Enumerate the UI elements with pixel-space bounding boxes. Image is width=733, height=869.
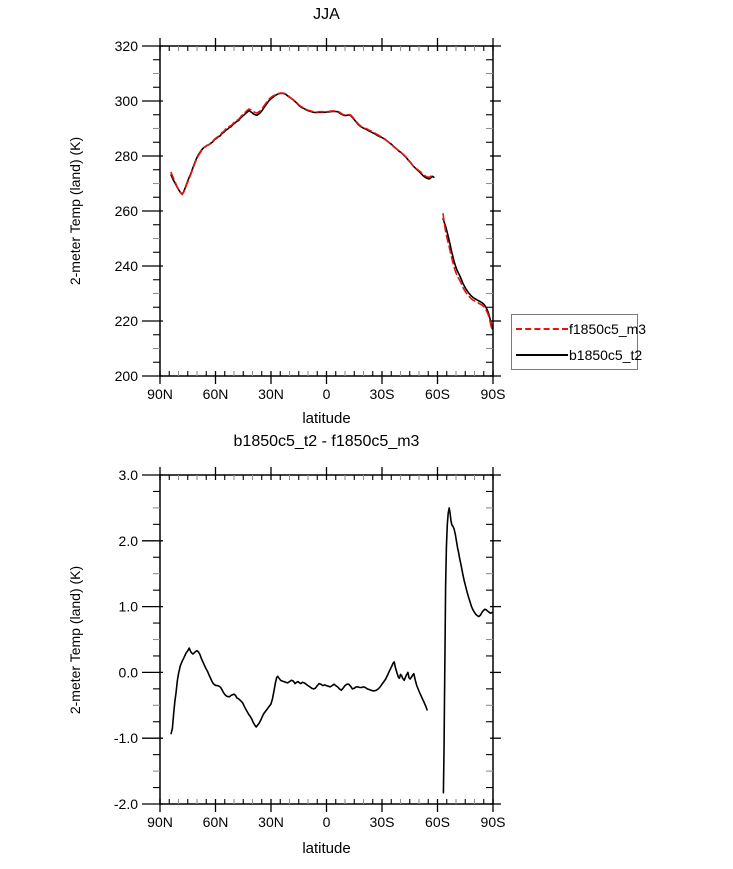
x-tick-label: 60N xyxy=(203,814,229,830)
x-tick-label: 30S xyxy=(370,814,395,830)
x-tick-label: 0 xyxy=(323,386,331,402)
y-tick-label: 220 xyxy=(115,313,139,329)
x-tick-label: 30N xyxy=(258,814,284,830)
diff-chart-ylabel: 2-meter Temp (land) (K) xyxy=(67,565,83,715)
x-tick-label: 30N xyxy=(258,386,284,402)
x-axis: 90N 60N 30N 0 30S 60S 90S xyxy=(147,38,505,402)
legend-label: f1850c5_m3 xyxy=(569,321,647,337)
y-tick-label: 200 xyxy=(115,368,139,384)
x-tick-label: 90S xyxy=(481,386,506,402)
x-tick-label: 60S xyxy=(425,386,450,402)
diff-chart-title: b1850c5_t2 - f1850c5_m3 xyxy=(233,433,420,450)
diff-chart: 90N 60N 30N 0 30S 60S 90S -2.0 -1.0 0.0 1.0 2.0 3.0 xyxy=(114,467,505,830)
legend-entry-f1850c5_m3: f1850c5_m3 xyxy=(512,317,646,341)
x-tick-label: 60S xyxy=(425,814,450,830)
y-axis: 200 220 240 260 280 300 320 xyxy=(115,38,501,384)
top-chart: 90N 60N 30N 0 30S 60S 90S 200 220 240 260 280 300 320 xyxy=(115,38,505,402)
x-tick-label: 90S xyxy=(481,814,506,830)
y-tick-label: 320 xyxy=(115,38,139,54)
black-solid-line-swatch xyxy=(516,354,568,356)
y-tick-label: 280 xyxy=(115,148,139,164)
plot-frame xyxy=(159,45,494,377)
top-chart-ylabel: 2-meter Temp (land) (K) xyxy=(67,136,83,286)
series-f1850c5-m3 xyxy=(170,92,494,333)
x-tick-label: 60N xyxy=(203,386,229,402)
series-b1850c5-t2 xyxy=(170,92,494,330)
y-tick-label: 300 xyxy=(115,93,139,109)
plot-frame xyxy=(159,474,494,805)
y-axis: -2.0 -1.0 0.0 1.0 2.0 3.0 xyxy=(114,467,501,812)
legend-entry-b1850c5_t2: b1850c5_t2 xyxy=(512,343,642,367)
x-axis: 90N 60N 30N 0 30S 60S 90S xyxy=(147,467,505,830)
x-tick-label: 30S xyxy=(370,386,395,402)
y-tick-label: 2.0 xyxy=(119,533,139,549)
x-tick-label: 90N xyxy=(147,386,173,402)
legend-label: b1850c5_t2 xyxy=(569,347,643,363)
y-tick-label: 240 xyxy=(115,258,139,274)
diff-chart-xlabel: latitude xyxy=(302,840,351,857)
x-tick-label: 0 xyxy=(323,814,331,830)
legend: f1850c5_m3 b1850c5_t2 xyxy=(511,314,646,370)
y-tick-label: -1.0 xyxy=(114,730,138,746)
y-tick-label: 3.0 xyxy=(119,467,139,483)
series-b1850c5-t2-f1850c5-m3 xyxy=(170,507,493,794)
top-chart-xlabel: latitude xyxy=(302,410,351,427)
y-tick-label: 0.0 xyxy=(119,664,139,680)
top-chart-title: JJA xyxy=(313,6,340,23)
x-tick-label: 90N xyxy=(147,814,173,830)
y-tick-label: -2.0 xyxy=(114,796,138,812)
y-tick-label: 1.0 xyxy=(119,599,139,615)
y-tick-label: 260 xyxy=(115,203,139,219)
red-dashed-line-swatch xyxy=(516,328,568,330)
